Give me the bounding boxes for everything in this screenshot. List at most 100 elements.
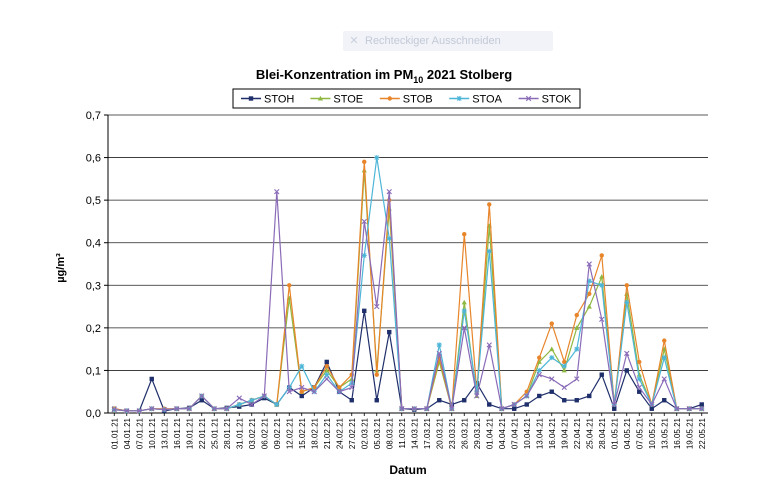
x-tick-label: 19.04.21	[560, 417, 569, 449]
data-point	[324, 359, 329, 365]
data-point	[474, 389, 480, 395]
x-tick-label: 20.03.21	[435, 417, 444, 449]
x-tick-label: 08.03.21	[385, 417, 394, 449]
x-tick-label: 16.01.21	[173, 417, 182, 449]
data-point	[586, 303, 592, 309]
close-icon: ✕	[349, 35, 359, 47]
x-tick-label: 03.02.21	[248, 417, 257, 449]
x-tick-label: 01.05.21	[610, 417, 619, 449]
data-point	[299, 389, 304, 394]
x-tick-label: 22.04.21	[573, 417, 582, 449]
data-point	[161, 406, 167, 413]
data-point	[461, 308, 467, 314]
data-point	[636, 384, 642, 391]
x-axis-label: Datum	[389, 463, 426, 477]
data-point	[561, 384, 567, 391]
x-tick-label: 10.01.21	[148, 417, 157, 449]
x-tick-label: 01.01.21	[110, 417, 119, 449]
data-point	[287, 283, 292, 288]
x-tick-label: 14.03.21	[410, 417, 419, 449]
data-point	[624, 283, 629, 288]
data-point	[424, 406, 430, 412]
data-point	[236, 401, 242, 407]
data-point	[324, 372, 330, 378]
x-tick-label: 28.04.21	[598, 417, 607, 449]
data-point	[537, 393, 542, 399]
legend-item-stok: STOK	[518, 94, 572, 106]
chart-title-main: Blei-Konzentration im PM	[256, 67, 413, 82]
data-point	[324, 376, 330, 382]
data-point	[174, 406, 180, 412]
data-point	[286, 389, 292, 395]
data-point	[537, 355, 542, 360]
data-point	[524, 402, 529, 407]
series-lines	[111, 155, 705, 414]
data-point	[462, 232, 467, 237]
x-tick-label: 18.02.21	[310, 417, 319, 449]
series-stob	[112, 159, 704, 414]
y-tick-label: 0,1	[86, 365, 101, 377]
x-tick-label: 02.03.21	[360, 417, 369, 449]
data-point	[549, 389, 554, 394]
data-point	[574, 346, 580, 352]
data-point	[299, 393, 304, 399]
chart-title: Blei-Konzentration im PM10 2021 Stolberg	[256, 67, 512, 85]
data-point	[661, 355, 667, 361]
legend-item-stob: STOB	[379, 94, 433, 106]
data-point	[586, 278, 592, 284]
chart-title-subscript: 10	[413, 75, 423, 85]
data-point	[261, 393, 267, 399]
data-point	[662, 398, 667, 403]
data-point	[562, 398, 567, 403]
x-tick-label: 31.01.21	[235, 417, 244, 449]
legend-item-stoe: STOE	[310, 94, 363, 106]
data-point	[387, 329, 392, 335]
x-tick-label: 07.01.21	[135, 417, 144, 449]
data-point	[549, 346, 555, 352]
data-point	[461, 299, 467, 305]
x-tick-label: 10.05.21	[648, 417, 657, 449]
data-point	[612, 406, 617, 411]
data-point	[456, 96, 462, 101]
data-point	[317, 95, 323, 101]
series-line	[114, 191, 702, 412]
series-line	[114, 170, 702, 412]
data-point	[536, 367, 542, 373]
data-point	[299, 363, 305, 369]
series-stoa	[111, 155, 705, 414]
series-line	[114, 161, 702, 412]
data-point	[624, 350, 630, 357]
x-tick-label: 23.03.21	[448, 417, 457, 449]
data-point	[374, 398, 379, 403]
data-point	[324, 363, 329, 369]
x-tick-label: 21.02.21	[323, 417, 332, 449]
data-point	[374, 303, 380, 310]
data-point	[486, 248, 492, 254]
axes: 0,0 0,1 0,2 0,3 0,4 0,5 0,6 0,7 01.01.21 04.01.21…	[86, 110, 708, 449]
data-point	[587, 393, 592, 399]
x-tick-label: 06.02.21	[260, 417, 269, 449]
data-point	[624, 299, 630, 305]
legend-label: STOH	[264, 94, 294, 106]
gridlines	[108, 114, 708, 371]
x-tick-label: 04.01.21	[123, 417, 132, 449]
data-point	[587, 291, 592, 296]
y-tick-label: 0,6	[86, 153, 101, 165]
data-point	[487, 202, 492, 207]
x-tick-label: 15.02.21	[298, 417, 307, 449]
data-point	[561, 363, 567, 369]
x-tick-label: 16.05.21	[673, 417, 682, 449]
data-point	[349, 398, 354, 403]
data-point	[599, 274, 605, 279]
x-tick-label: 22.05.21	[698, 417, 707, 449]
data-point	[249, 397, 255, 403]
data-point	[186, 406, 192, 412]
legend-label: STOE	[333, 94, 363, 106]
x-tick-label: 07.04.21	[510, 417, 519, 449]
data-point	[311, 389, 317, 395]
snipping-tool-label: Rechteckiger Ausschneiden	[365, 35, 501, 47]
x-tick-label: 25.04.21	[585, 417, 594, 449]
x-tick-label: 13.01.21	[160, 417, 169, 449]
x-tick-label: 07.05.21	[635, 417, 644, 449]
data-point	[386, 188, 392, 195]
